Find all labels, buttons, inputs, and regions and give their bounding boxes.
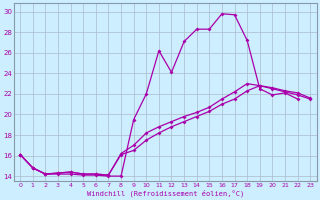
X-axis label: Windchill (Refroidissement éolien,°C): Windchill (Refroidissement éolien,°C) — [87, 189, 244, 197]
